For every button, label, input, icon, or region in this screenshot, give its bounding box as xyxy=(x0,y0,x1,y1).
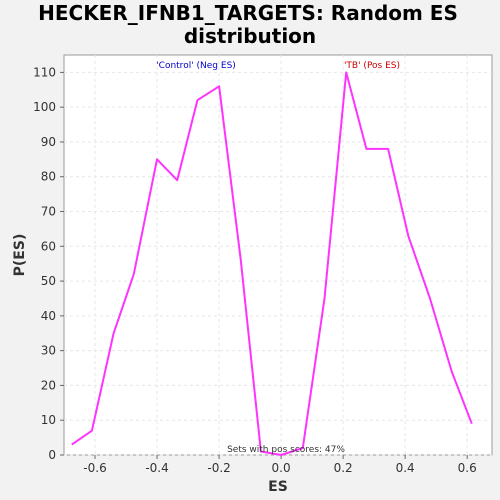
y-tick-label: 30 xyxy=(41,344,56,358)
chart-title-line2: distribution xyxy=(184,24,316,48)
y-tick-label: 60 xyxy=(41,239,56,253)
grid xyxy=(64,55,492,456)
y-axis: 0 10 20 30 40 50 60 70 80 90 100 110 xyxy=(33,65,64,462)
chart-title-line1: HECKER_IFNB1_TARGETS: Random ES xyxy=(38,1,458,25)
footer-note: Sets with pos scores: 47% xyxy=(227,445,345,455)
y-tick-label: 70 xyxy=(41,205,56,219)
y-axis-label: P(ES) xyxy=(12,234,28,277)
x-axis: -0.6 -0.4 -0.2 0.0 0.2 0.4 0.6 xyxy=(83,455,477,475)
y-tick-label: 110 xyxy=(33,65,56,79)
x-tick-label: 0.2 xyxy=(334,461,353,475)
x-tick-label: -0.4 xyxy=(145,461,168,475)
y-tick-label: 20 xyxy=(41,378,56,392)
y-tick-label: 80 xyxy=(41,170,56,184)
y-tick-label: 90 xyxy=(41,135,56,149)
y-tick-label: 100 xyxy=(33,100,56,114)
y-tick-label: 0 xyxy=(48,448,56,462)
y-tick-label: 10 xyxy=(41,413,56,427)
y-tick-label: 40 xyxy=(41,309,56,323)
series-line xyxy=(71,71,473,456)
series-group xyxy=(71,71,473,456)
x-tick-label: -0.2 xyxy=(207,461,230,475)
x-tick-label: 0.0 xyxy=(272,461,291,475)
neg-es-label: 'Control' (Neg ES) xyxy=(156,61,236,71)
x-tick-label: -0.6 xyxy=(83,461,106,475)
x-tick-label: 0.4 xyxy=(396,461,415,475)
x-tick-label: 0.6 xyxy=(458,461,477,475)
y-tick-label: 50 xyxy=(41,274,56,288)
plot-area xyxy=(63,54,493,456)
pos-es-label: 'TB' (Pos ES) xyxy=(344,61,400,71)
x-axis-label: ES xyxy=(268,479,288,495)
